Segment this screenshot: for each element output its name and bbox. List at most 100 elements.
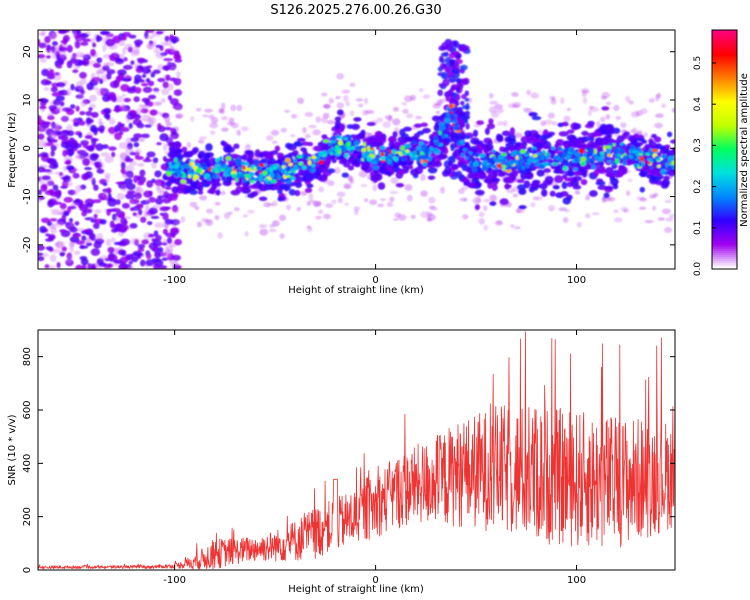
heatmap-cell — [345, 100, 350, 107]
heatmap-cell — [197, 190, 204, 195]
heatmap-cell — [81, 235, 87, 241]
heatmap-cell — [465, 114, 471, 120]
heatmap-cell — [220, 190, 226, 196]
heatmap-cell — [661, 171, 667, 175]
heatmap-cell — [290, 134, 296, 138]
heatmap-cell — [296, 155, 303, 159]
heatmap-cell — [598, 160, 604, 166]
heatmap-cell — [544, 175, 554, 184]
colorbar-segment — [712, 43, 737, 47]
heatmap-cell — [140, 133, 150, 139]
heatmap-cell — [665, 217, 674, 222]
heatmap-cell — [515, 166, 522, 170]
heatmap-cell — [512, 193, 519, 198]
colorbar-segment — [712, 47, 737, 51]
heatmap-cell — [115, 75, 124, 82]
heatmap-cell — [443, 141, 450, 146]
colorbar-segment — [712, 119, 737, 123]
heatmap-cell — [543, 168, 551, 174]
heatmap-cell — [596, 121, 601, 129]
heatmap-cell — [63, 196, 74, 203]
heatmap-cell — [418, 88, 424, 93]
heatmap-cell — [102, 44, 107, 52]
heatmap-cell — [343, 184, 352, 190]
heatmap-cell — [219, 156, 223, 161]
colorbar-segment — [712, 153, 737, 157]
heatmap-cell — [563, 148, 569, 153]
heatmap-cell — [205, 143, 213, 152]
heatmap-cell — [612, 183, 619, 190]
heatmap-cell — [74, 250, 81, 255]
heatmap-cell — [475, 144, 483, 149]
heatmap-cell — [566, 129, 575, 134]
heatmap-cell — [95, 143, 104, 151]
heatmap-cell — [286, 204, 292, 211]
heatmap-cell — [483, 198, 490, 203]
y-tick-label: 0 — [22, 145, 33, 151]
heatmap-cell — [159, 206, 170, 212]
heatmap-cell — [174, 220, 180, 225]
heatmap-cell — [458, 146, 464, 154]
colorbar-segment — [712, 205, 737, 208]
heatmap-cell — [157, 63, 165, 71]
heatmap-cell — [169, 66, 176, 71]
heatmap-cell — [616, 153, 622, 158]
heatmap-cell — [402, 150, 407, 155]
heatmap-cell — [163, 143, 168, 152]
heatmap-cell — [580, 156, 587, 162]
heatmap-cell — [85, 110, 93, 117]
heatmap-cell — [659, 160, 665, 164]
heatmap-cell — [625, 95, 631, 103]
heatmap-cell — [278, 214, 287, 221]
heatmap-cell — [390, 177, 399, 185]
heatmap-cell — [89, 94, 98, 102]
heatmap-cell — [581, 130, 589, 136]
heatmap-cell — [244, 149, 253, 155]
heatmap-cell — [620, 122, 627, 128]
heatmap-cell — [157, 195, 165, 199]
heatmap-cell — [57, 134, 65, 140]
heatmap-cell — [422, 94, 431, 99]
heatmap-cell — [669, 213, 675, 219]
heatmap-cell — [443, 122, 450, 128]
heatmap-cell — [116, 61, 124, 65]
heatmap-cell — [138, 104, 147, 108]
colorbar-segment — [712, 147, 737, 151]
heatmap-cell — [653, 136, 662, 143]
heatmap-cell — [155, 234, 162, 241]
heatmap-cell — [151, 247, 157, 252]
heatmap-cell — [164, 65, 169, 71]
heatmap-cell — [99, 255, 109, 261]
heatmap-cell — [372, 165, 379, 170]
heatmap-cell — [341, 89, 351, 94]
colorbar-segment — [712, 35, 737, 39]
heatmap-cell — [326, 119, 335, 125]
colorbar-segment — [712, 245, 737, 248]
heatmap-cell — [120, 103, 126, 111]
heatmap-cell — [431, 147, 439, 152]
heatmap-cell — [53, 47, 60, 56]
colorbar-segment — [712, 107, 737, 111]
heatmap-cell — [459, 64, 468, 71]
heatmap-cell — [136, 175, 142, 180]
heatmap-cell — [75, 227, 85, 232]
y-tick-label: 20 — [22, 45, 33, 58]
heatmap-cell — [293, 158, 297, 163]
heatmap-cell — [118, 213, 125, 219]
heatmap-cell — [360, 184, 368, 188]
heatmap-cell — [433, 161, 442, 168]
heatmap-cell — [587, 109, 592, 117]
colorbar-segment — [712, 133, 737, 137]
heatmap-cell — [154, 222, 164, 228]
heatmap-cell — [321, 92, 328, 97]
heatmap-cell — [489, 92, 494, 99]
heatmap-cell — [123, 57, 128, 62]
heatmap-cell — [513, 226, 521, 230]
heatmap-cell — [440, 52, 449, 57]
heatmap-cell — [184, 163, 190, 169]
heatmap-cell — [179, 173, 183, 177]
heatmap-cell — [354, 146, 360, 150]
colorbar-segment — [712, 49, 737, 53]
heatmap-cell — [189, 201, 198, 208]
heatmap-cell — [361, 147, 367, 153]
